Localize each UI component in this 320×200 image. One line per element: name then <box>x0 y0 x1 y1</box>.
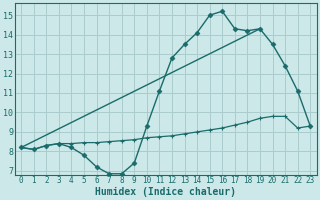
X-axis label: Humidex (Indice chaleur): Humidex (Indice chaleur) <box>95 186 236 197</box>
